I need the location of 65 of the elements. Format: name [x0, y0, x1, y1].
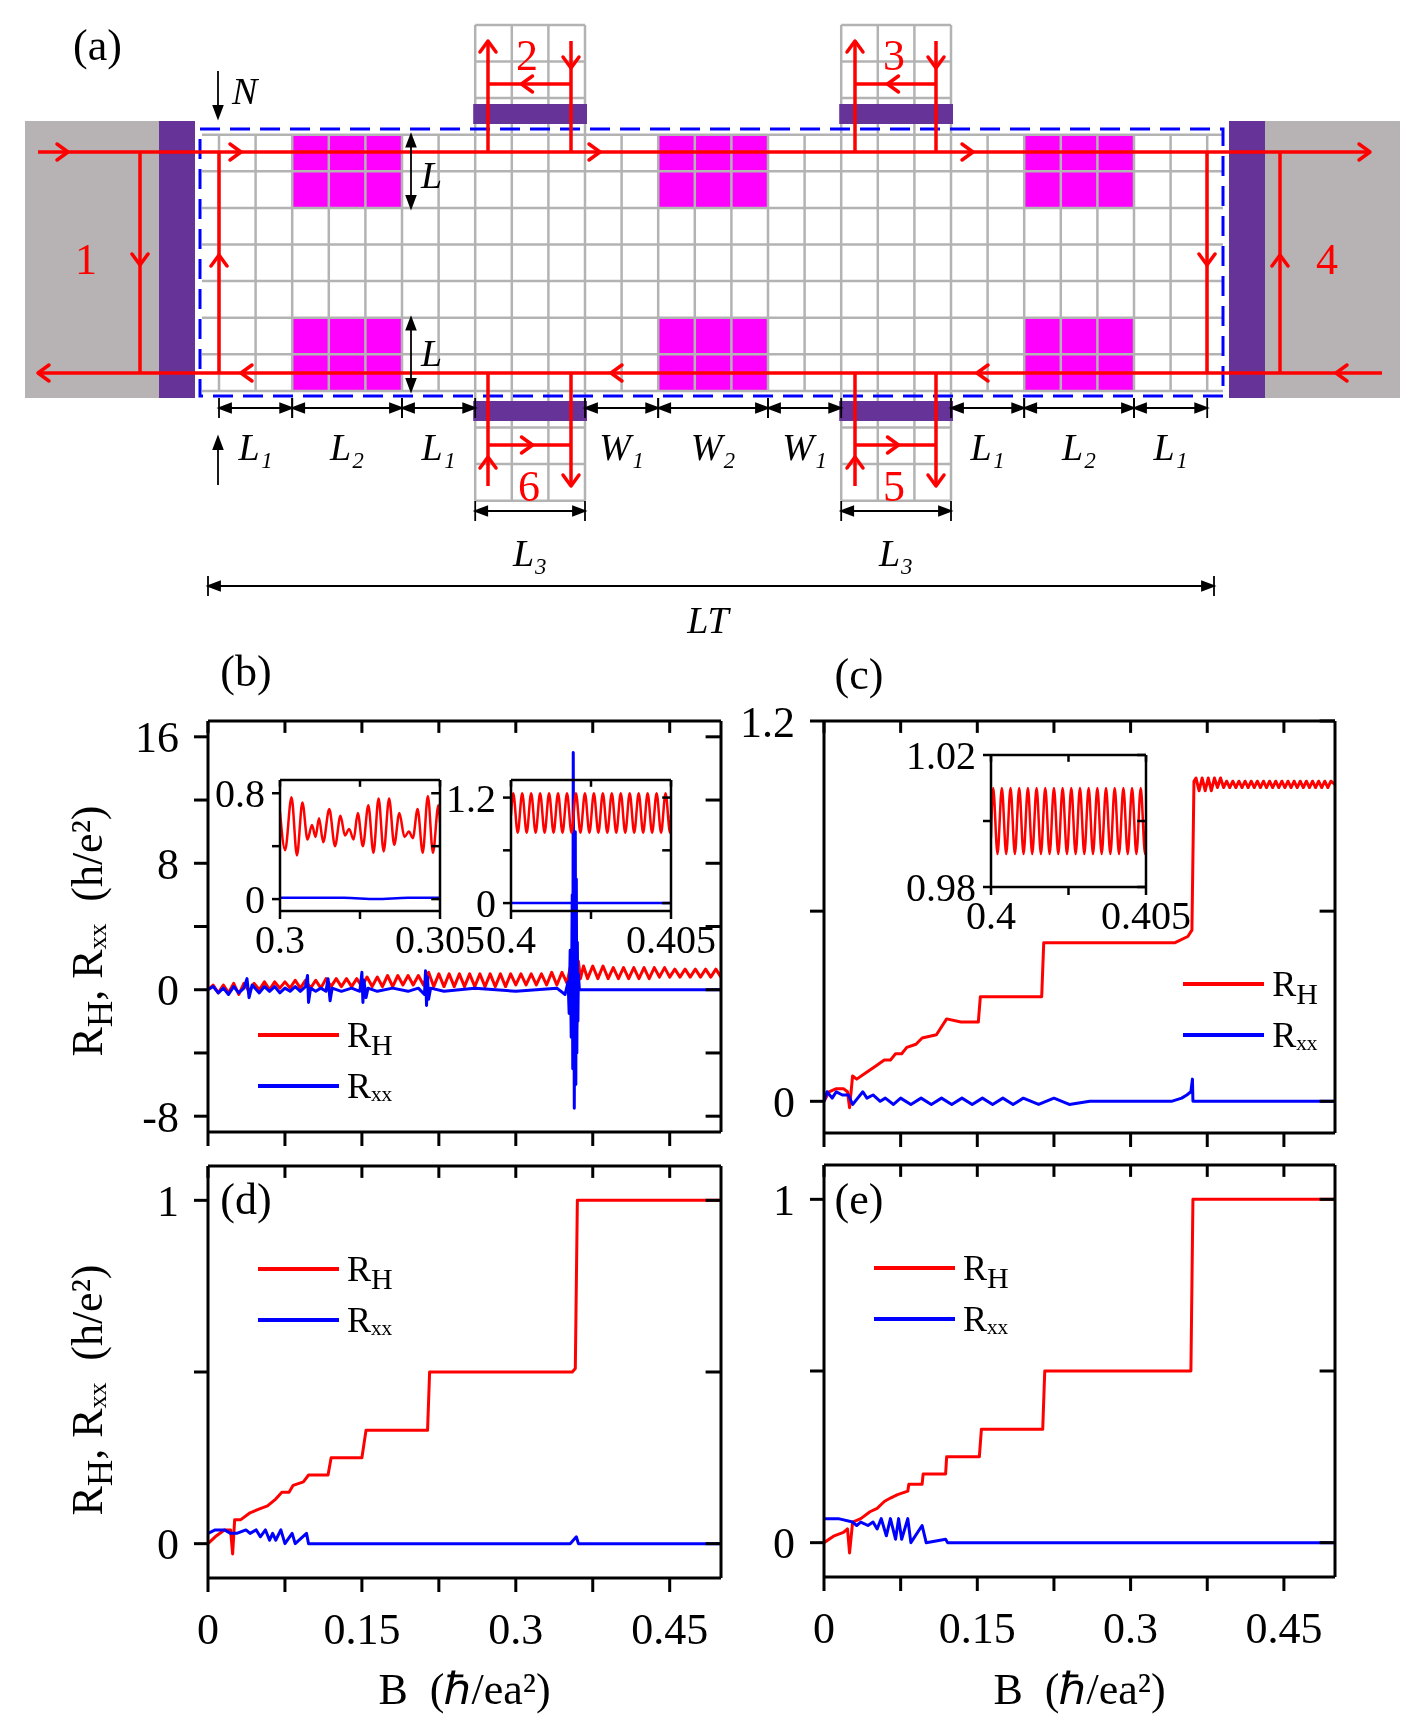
x-axis-title: B (ℏ/ea²) — [378, 1665, 551, 1714]
x-tick-label: 0.3 — [255, 917, 305, 963]
text: 5 — [883, 462, 905, 511]
legend-label: Rₓₓ — [963, 1298, 1008, 1339]
line-series — [991, 786, 1146, 856]
text: 2 — [516, 31, 538, 80]
y-tick-label: 0 — [773, 1519, 795, 1569]
text: L₁ — [969, 426, 1005, 468]
y-tick-label: -8 — [142, 1092, 179, 1142]
text: (a) — [73, 21, 122, 70]
text: L₃ — [511, 532, 548, 574]
line-series — [280, 794, 440, 857]
text: L₂ — [1060, 426, 1097, 468]
x-tick-label: 0.305 — [395, 917, 485, 963]
chart-title: (c) — [834, 650, 884, 699]
text: W₁ — [782, 426, 828, 468]
legend-label: R$_{H}$ — [347, 1014, 393, 1061]
x-tick-label: 0.405 — [626, 917, 716, 963]
legend-label: R$_{H}$ — [963, 1247, 1009, 1294]
y-tick-label: 8 — [157, 839, 179, 889]
legend-label: Rₓₓ — [1272, 1014, 1318, 1055]
x-tick-label: 0.3 — [1103, 1604, 1159, 1654]
x-tick-label: 0.4 — [486, 917, 536, 963]
x-tick-label: 0.405 — [1101, 893, 1191, 939]
x-tick-label: 0 — [813, 1604, 835, 1654]
text: L₁ — [420, 426, 456, 468]
text: 3 — [883, 31, 905, 80]
y-tick-label: 0.8 — [215, 771, 265, 817]
text: N — [231, 70, 260, 112]
text: L₃ — [877, 532, 914, 574]
text: W₂ — [690, 426, 736, 468]
x-axis-title: B (ℏ/ea²) — [993, 1665, 1166, 1714]
text: L₁ — [1152, 426, 1188, 468]
legend-label: R$_{H}$ — [347, 1248, 393, 1295]
text: 4 — [1316, 235, 1338, 284]
y-tick-label: 1.2 — [446, 775, 496, 821]
y-tick-label: 16 — [135, 713, 179, 763]
legend-label: R$_{H}$ — [1272, 963, 1318, 1011]
y-tick-label: 1.2 — [740, 697, 795, 747]
text: LT — [686, 599, 732, 641]
y-tick-label: 0 — [157, 966, 179, 1016]
x-tick-label: 0.45 — [1245, 1604, 1323, 1654]
legend-label: Rₓₓ — [347, 1065, 392, 1106]
text: L₁ — [237, 426, 273, 468]
chart-title: (d) — [220, 1175, 272, 1224]
text: W₁ — [599, 426, 645, 468]
chart-title: (b) — [220, 647, 272, 696]
chart-title: (e) — [834, 1175, 884, 1224]
y-tick-label: 1.02 — [906, 733, 976, 779]
text: L — [420, 154, 443, 196]
y-tick-label: 0 — [157, 1520, 179, 1570]
text: 1 — [75, 235, 97, 284]
y-tick-label: 1 — [773, 1175, 795, 1225]
x-tick-label: 0.3 — [488, 1605, 544, 1655]
y-tick-label: 0 — [773, 1077, 795, 1127]
x-tick-label: 0.15 — [938, 1604, 1016, 1654]
line-series — [824, 776, 1335, 1110]
x-tick-label: 0.45 — [631, 1605, 709, 1655]
x-tick-label: 0 — [197, 1605, 219, 1655]
y-tick-label: 1 — [157, 1176, 179, 1226]
text: L₂ — [328, 426, 365, 468]
text: L — [420, 332, 443, 374]
text: 6 — [518, 462, 540, 511]
x-tick-label: 0.15 — [323, 1605, 401, 1655]
legend-label: Rₓₓ — [347, 1299, 392, 1340]
